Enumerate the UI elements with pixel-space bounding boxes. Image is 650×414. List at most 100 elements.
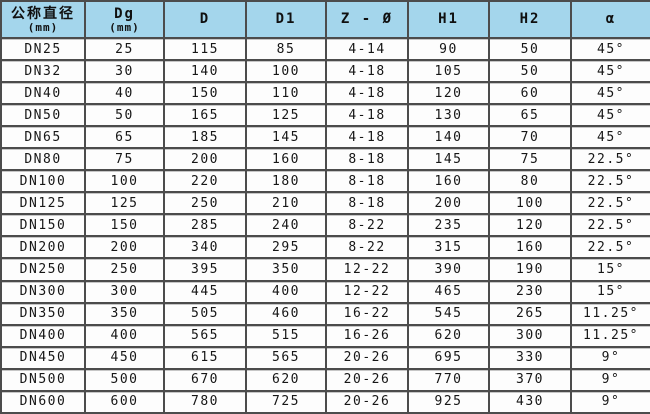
cell: 220: [163, 169, 247, 194]
header-row: 公称直径 (mm) Dg (mm) D D1 Z - Ø: [0, 0, 650, 39]
cell: 235: [407, 213, 490, 238]
table-row: DN250 250 395 350 12-22 390 190 15°: [0, 257, 650, 282]
cell: 140: [163, 59, 247, 84]
table-row: DN450 450 615 565 20-26 695 330 9°: [0, 345, 650, 370]
cell: 4-18: [325, 59, 409, 84]
cell: 780: [163, 389, 247, 414]
col-header-h1: H1: [407, 0, 490, 39]
cell: 545: [407, 301, 490, 326]
cell: 45°: [570, 103, 650, 128]
cell: 9°: [570, 345, 650, 370]
cell: 22.5°: [570, 169, 650, 194]
cell: 80: [488, 169, 572, 194]
cell: DN400: [0, 323, 86, 348]
cell: DN40: [0, 81, 86, 106]
cell: 120: [407, 81, 490, 106]
col-header-d1: D1: [245, 0, 327, 39]
cell: 16-26: [325, 323, 409, 348]
cell: 460: [245, 301, 327, 326]
cell: 100: [84, 169, 165, 194]
cell: 600: [84, 389, 165, 414]
cell: 185: [163, 125, 247, 150]
cell: DN450: [0, 345, 86, 370]
table-body: DN25 25 115 85 4-14 90 50 45° DN32 30 140 100 4-18 10…: [0, 36, 650, 414]
header-unit: (mm): [27, 20, 59, 34]
cell: 4-18: [325, 103, 409, 128]
table-row: DN200 200 340 295 8-22 315 160 22.5°: [0, 235, 650, 260]
table-row: DN150 150 285 240 8-22 235 120 22.5°: [0, 213, 650, 238]
cell: 145: [245, 125, 327, 150]
cell: DN100: [0, 169, 86, 194]
table-header: 公称直径 (mm) Dg (mm) D D1 Z - Ø: [0, 0, 650, 39]
cell: 445: [163, 279, 247, 304]
cell: 110: [245, 81, 327, 106]
cell: 400: [245, 279, 327, 304]
cell: DN300: [0, 279, 86, 304]
col-header-dg: Dg (mm): [84, 0, 165, 39]
cell: 240: [245, 213, 327, 238]
cell: 120: [488, 213, 572, 238]
cell: 285: [163, 213, 247, 238]
cell: 30: [84, 59, 165, 84]
cell: 20-26: [325, 345, 409, 370]
cell: 125: [84, 191, 165, 216]
header-label: Z - Ø: [340, 11, 394, 28]
table-row: DN25 25 115 85 4-14 90 50 45°: [0, 36, 650, 62]
cell: 45°: [570, 59, 650, 84]
cell: 395: [163, 257, 247, 282]
cell: 695: [407, 345, 490, 370]
cell: 500: [84, 367, 165, 392]
cell: 450: [84, 345, 165, 370]
cell: 75: [488, 147, 572, 172]
cell: 70: [488, 125, 572, 150]
cell: 12-22: [325, 279, 409, 304]
cell: 130: [407, 103, 490, 128]
cell: 565: [245, 345, 327, 370]
table-row: DN100 100 220 180 8-18 160 80 22.5°: [0, 169, 650, 194]
cell: 60: [488, 81, 572, 106]
cell: 400: [84, 323, 165, 348]
cell: 190: [488, 257, 572, 282]
col-header-nominal-diameter: 公称直径 (mm): [0, 0, 86, 39]
cell: DN65: [0, 125, 86, 150]
cell: 160: [407, 169, 490, 194]
table-row: DN300 300 445 400 12-22 465 230 15°: [0, 279, 650, 304]
table-row: DN40 40 150 110 4-18 120 60 45°: [0, 81, 650, 106]
cell: 45°: [570, 36, 650, 62]
header-label: D1: [275, 11, 297, 28]
cell: 620: [407, 323, 490, 348]
cell: 11.25°: [570, 323, 650, 348]
cell: 265: [488, 301, 572, 326]
header-label: α: [605, 11, 617, 28]
table-row: DN350 350 505 460 16-22 545 265 11.25°: [0, 301, 650, 326]
cell: 105: [407, 59, 490, 84]
cell: 50: [488, 59, 572, 84]
cell: 430: [488, 389, 572, 414]
table-row: DN500 500 670 620 20-26 770 370 9°: [0, 367, 650, 392]
cell: 300: [84, 279, 165, 304]
cell: 505: [163, 301, 247, 326]
cell: 200: [163, 147, 247, 172]
cell: 22.5°: [570, 213, 650, 238]
cell: DN500: [0, 367, 86, 392]
table-row: DN50 50 165 125 4-18 130 65 45°: [0, 103, 650, 128]
cell: 295: [245, 235, 327, 260]
cell: 100: [245, 59, 327, 84]
cell: DN50: [0, 103, 86, 128]
cell: DN350: [0, 301, 86, 326]
cell: 315: [407, 235, 490, 260]
cell: 615: [163, 345, 247, 370]
cell: 465: [407, 279, 490, 304]
cell: DN200: [0, 235, 86, 260]
col-header-z-diameter: Z - Ø: [325, 0, 409, 39]
cell: 770: [407, 367, 490, 392]
cell: 165: [163, 103, 247, 128]
cell: 8-18: [325, 169, 409, 194]
cell: 350: [245, 257, 327, 282]
cell: 22.5°: [570, 147, 650, 172]
cell: DN25: [0, 36, 86, 62]
cell: 90: [407, 36, 490, 62]
cell: 160: [245, 147, 327, 172]
cell: 370: [488, 367, 572, 392]
